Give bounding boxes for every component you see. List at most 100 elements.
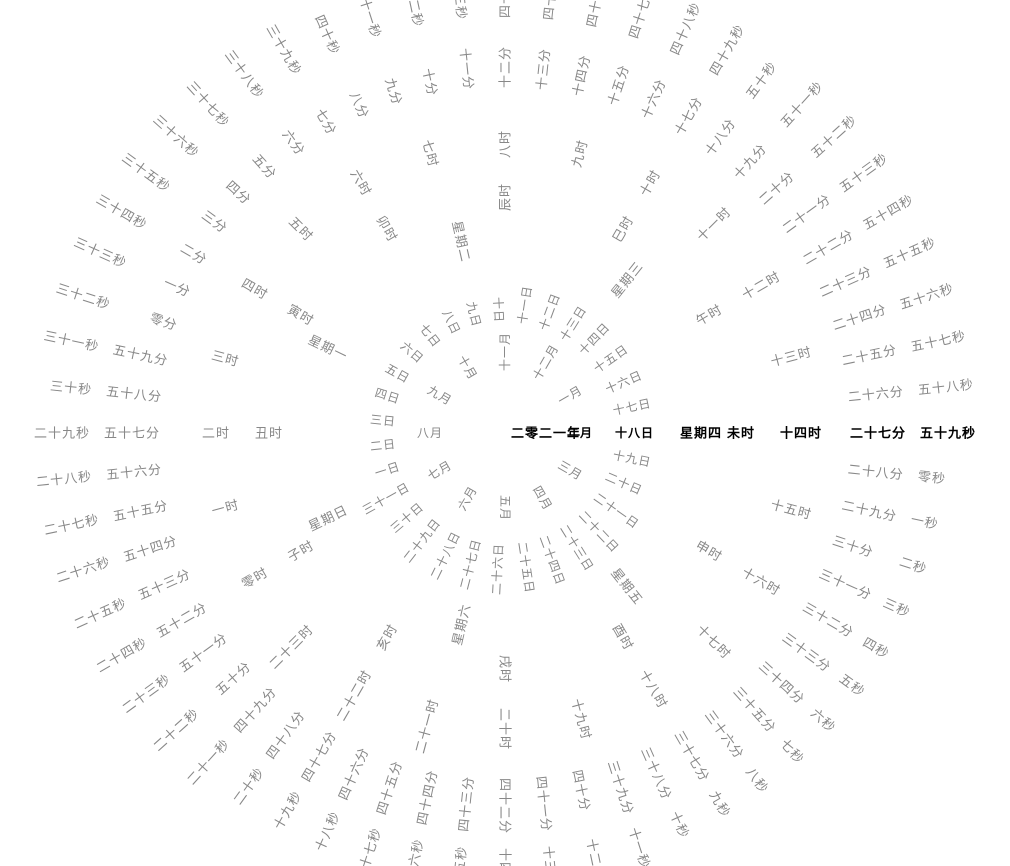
minute-label: 四十分 xyxy=(570,769,591,813)
shichen-label: 午时 xyxy=(694,302,725,327)
minute-label: 五十八分 xyxy=(105,385,162,404)
month-label: 十一月 xyxy=(499,332,511,371)
shichen-label: 戌时 xyxy=(499,655,512,683)
minute-label: 二十五分 xyxy=(841,343,898,367)
hour-label: 十六时 xyxy=(740,565,783,597)
shichen-label: 申时 xyxy=(694,538,725,563)
day-label: 七日 xyxy=(417,322,442,350)
minute-label: 三十八分 xyxy=(639,746,674,802)
day-label: 二日 xyxy=(369,438,396,453)
second-label: 三十五秒 xyxy=(120,151,173,194)
second-label: 五十七秒 xyxy=(910,329,967,353)
second-label: 二十四秒 xyxy=(94,635,149,674)
minute-label: 五十七分 xyxy=(104,427,160,440)
weekday-label: 星期日 xyxy=(307,503,350,533)
minute-label: 二十分 xyxy=(757,169,797,207)
month-label: 四月 xyxy=(531,484,554,513)
shichen-label: 酉时 xyxy=(610,622,635,653)
hour-label: 六时 xyxy=(348,167,373,198)
minute-label: 十三分 xyxy=(535,47,552,90)
minute-label: 四十一分 xyxy=(535,775,554,832)
minute-label: 二十九分 xyxy=(841,498,898,522)
hour-label: 三时 xyxy=(211,348,241,368)
hour-label: 十一时 xyxy=(695,204,734,243)
day-label: 十一日 xyxy=(516,285,534,325)
minute-label: 三十三分 xyxy=(780,631,833,674)
second-label: 二十二秒 xyxy=(151,706,201,753)
hour-label: 四时 xyxy=(239,276,270,301)
minute-label: 五十二分 xyxy=(154,600,209,639)
weekday-label: 星期四 xyxy=(680,427,722,440)
shichen-label: 辰时 xyxy=(499,183,512,211)
second-label: 四十四秒 xyxy=(499,0,512,18)
hour-label: 十九时 xyxy=(570,697,593,741)
minute-label: 四十五分 xyxy=(375,759,405,816)
shichen-label: 亥时 xyxy=(374,622,399,653)
day-label: 十七日 xyxy=(612,397,653,417)
second-label: 二十三秒 xyxy=(120,672,173,715)
day-label: 四日 xyxy=(373,387,401,406)
minute-label: 三十四分 xyxy=(757,659,807,706)
hour-label: 二十一时 xyxy=(413,697,440,754)
month-label: 九月 xyxy=(426,384,455,407)
day-label: 六日 xyxy=(398,340,426,366)
minute-label: 十分 xyxy=(421,67,440,97)
second-label: 八秒 xyxy=(744,765,771,795)
weekday-label: 星期五 xyxy=(609,566,645,607)
weekday-label: 星期三 xyxy=(609,259,645,300)
minute-label: 二十六分 xyxy=(847,385,904,404)
month-label: 八月 xyxy=(417,427,443,439)
minute-label: 四十九分 xyxy=(232,685,279,735)
second-label: 十九秒 xyxy=(271,789,303,832)
second-label: 九秒 xyxy=(707,789,732,820)
second-label: 二秒 xyxy=(898,555,929,576)
minute-label: 九分 xyxy=(384,76,405,107)
second-label: 十八秒 xyxy=(313,809,342,853)
minute-label: 四分 xyxy=(223,179,253,207)
hour-label: 零时 xyxy=(239,565,270,590)
day-label: 十五日 xyxy=(592,343,631,375)
hour-label: 九时 xyxy=(570,139,590,169)
weekday-label: 星期一 xyxy=(307,333,350,363)
shichen-label: 未时 xyxy=(727,427,755,440)
minute-label: 三分 xyxy=(199,208,229,235)
second-label: 四十一秒 xyxy=(353,0,383,40)
minute-label: 四十二分 xyxy=(499,778,512,834)
minute-label: 十四分 xyxy=(570,53,591,97)
second-label: 五十三秒 xyxy=(837,151,890,194)
minute-label: 五十六分 xyxy=(105,463,162,482)
minute-label: 五分 xyxy=(251,151,279,181)
minute-label: 十八分 xyxy=(703,116,738,158)
second-label: 三秒 xyxy=(881,596,912,619)
minute-label: 八分 xyxy=(347,90,370,121)
day-label: 十三日 xyxy=(558,303,589,342)
second-label: 零秒 xyxy=(917,470,946,486)
second-label: 三十三秒 xyxy=(72,235,128,270)
day-label: 二十日 xyxy=(604,471,645,497)
minute-label: 三十一分 xyxy=(818,567,874,602)
hour-label: 二时 xyxy=(202,427,230,440)
minute-label: 三十九分 xyxy=(605,759,635,816)
minute-label: 三十六分 xyxy=(703,708,746,761)
minute-label: 五十分 xyxy=(213,659,253,697)
second-label: 五十四秒 xyxy=(861,192,916,231)
second-label: 四秒 xyxy=(861,635,892,660)
second-label: 二十一秒 xyxy=(185,737,232,787)
day-label: 十二日 xyxy=(538,291,563,332)
hour-label: 八时 xyxy=(499,130,512,158)
minute-label: 十一分 xyxy=(458,47,475,90)
minute-label: 七分 xyxy=(313,107,338,138)
day-label: 十九日 xyxy=(612,449,653,469)
month-label: 一月 xyxy=(556,384,585,407)
minute-label: 三十二分 xyxy=(801,600,856,639)
second-label: 二十九秒 xyxy=(34,427,90,440)
second-label: 二十八秒 xyxy=(36,470,93,489)
day-label: 十八日 xyxy=(615,427,654,439)
hour-label: 一时 xyxy=(211,498,241,518)
second-label: 三十八秒 xyxy=(223,48,266,101)
hour-label: 十七时 xyxy=(695,623,734,662)
day-label: 三日 xyxy=(369,413,396,428)
hour-label: 二十二时 xyxy=(334,668,373,723)
second-label: 五秒 xyxy=(837,672,867,699)
second-label: 二十秒 xyxy=(231,765,266,807)
